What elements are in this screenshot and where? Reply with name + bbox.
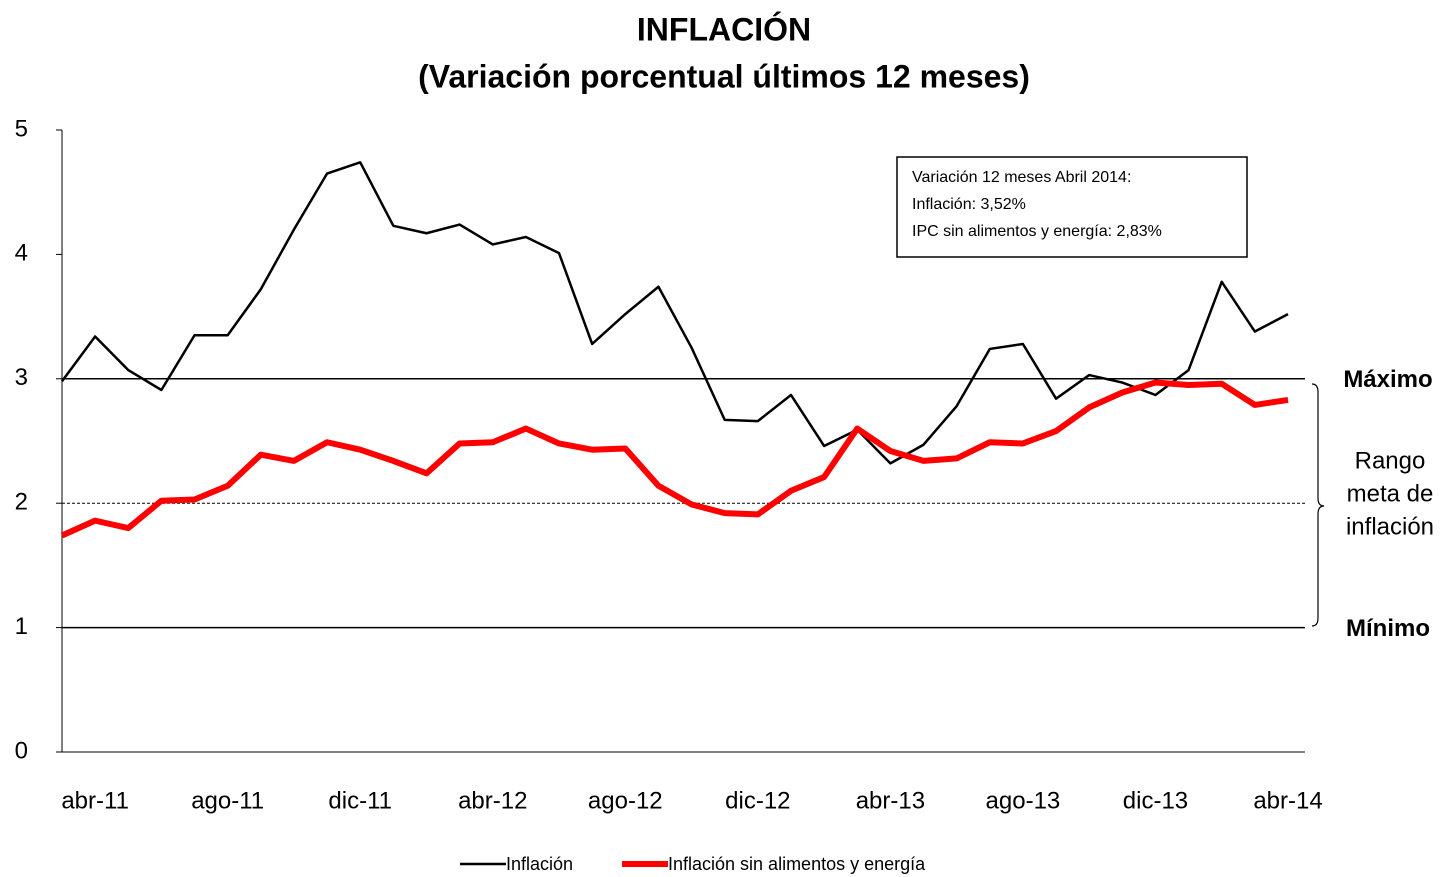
chart-title: (Variación porcentual últimos 12 meses) (418, 58, 1030, 94)
reference-label: Mínimo (1346, 615, 1430, 642)
y-tick-label: 2 (15, 489, 28, 516)
range-label: meta de (1347, 480, 1434, 507)
x-tick-label: abr-13 (856, 787, 925, 814)
series-line (60, 379, 1289, 539)
annotation: Inflación: 3,52% (912, 196, 1026, 213)
y-tick-label: 5 (15, 115, 28, 142)
x-tick-label: dic-11 (328, 787, 392, 814)
legend-label: Inflación (506, 854, 573, 874)
range-label: inflación (1346, 513, 1434, 540)
x-tick-label: abr-12 (458, 787, 527, 814)
legend-label: Inflación sin alimentos y energía (668, 854, 926, 874)
range-brace (1311, 383, 1325, 627)
y-tick-label: 3 (15, 364, 28, 391)
x-tick-label: ago-13 (986, 787, 1061, 814)
annotation: Variación 12 meses Abril 2014: (912, 169, 1131, 186)
y-tick-label: 0 (15, 737, 28, 764)
x-tick-label: ago-12 (588, 787, 663, 814)
x-tick-label: abr-11 (61, 787, 129, 814)
chart-title: INFLACIÓN (637, 11, 811, 47)
annotation: IPC sin alimentos y energía: 2,83% (912, 223, 1162, 240)
range-label: Rango (1355, 447, 1426, 474)
reference-label: Máximo (1343, 366, 1432, 393)
y-tick-label: 4 (15, 240, 28, 267)
series-line (60, 161, 1289, 465)
x-tick-label: ago-11 (191, 787, 264, 814)
y-tick-label: 1 (15, 613, 28, 640)
x-tick-label: abr-14 (1253, 787, 1322, 814)
x-tick-label: dic-12 (725, 787, 790, 814)
x-tick-label: dic-13 (1123, 787, 1188, 814)
annotation-box (896, 156, 1248, 258)
